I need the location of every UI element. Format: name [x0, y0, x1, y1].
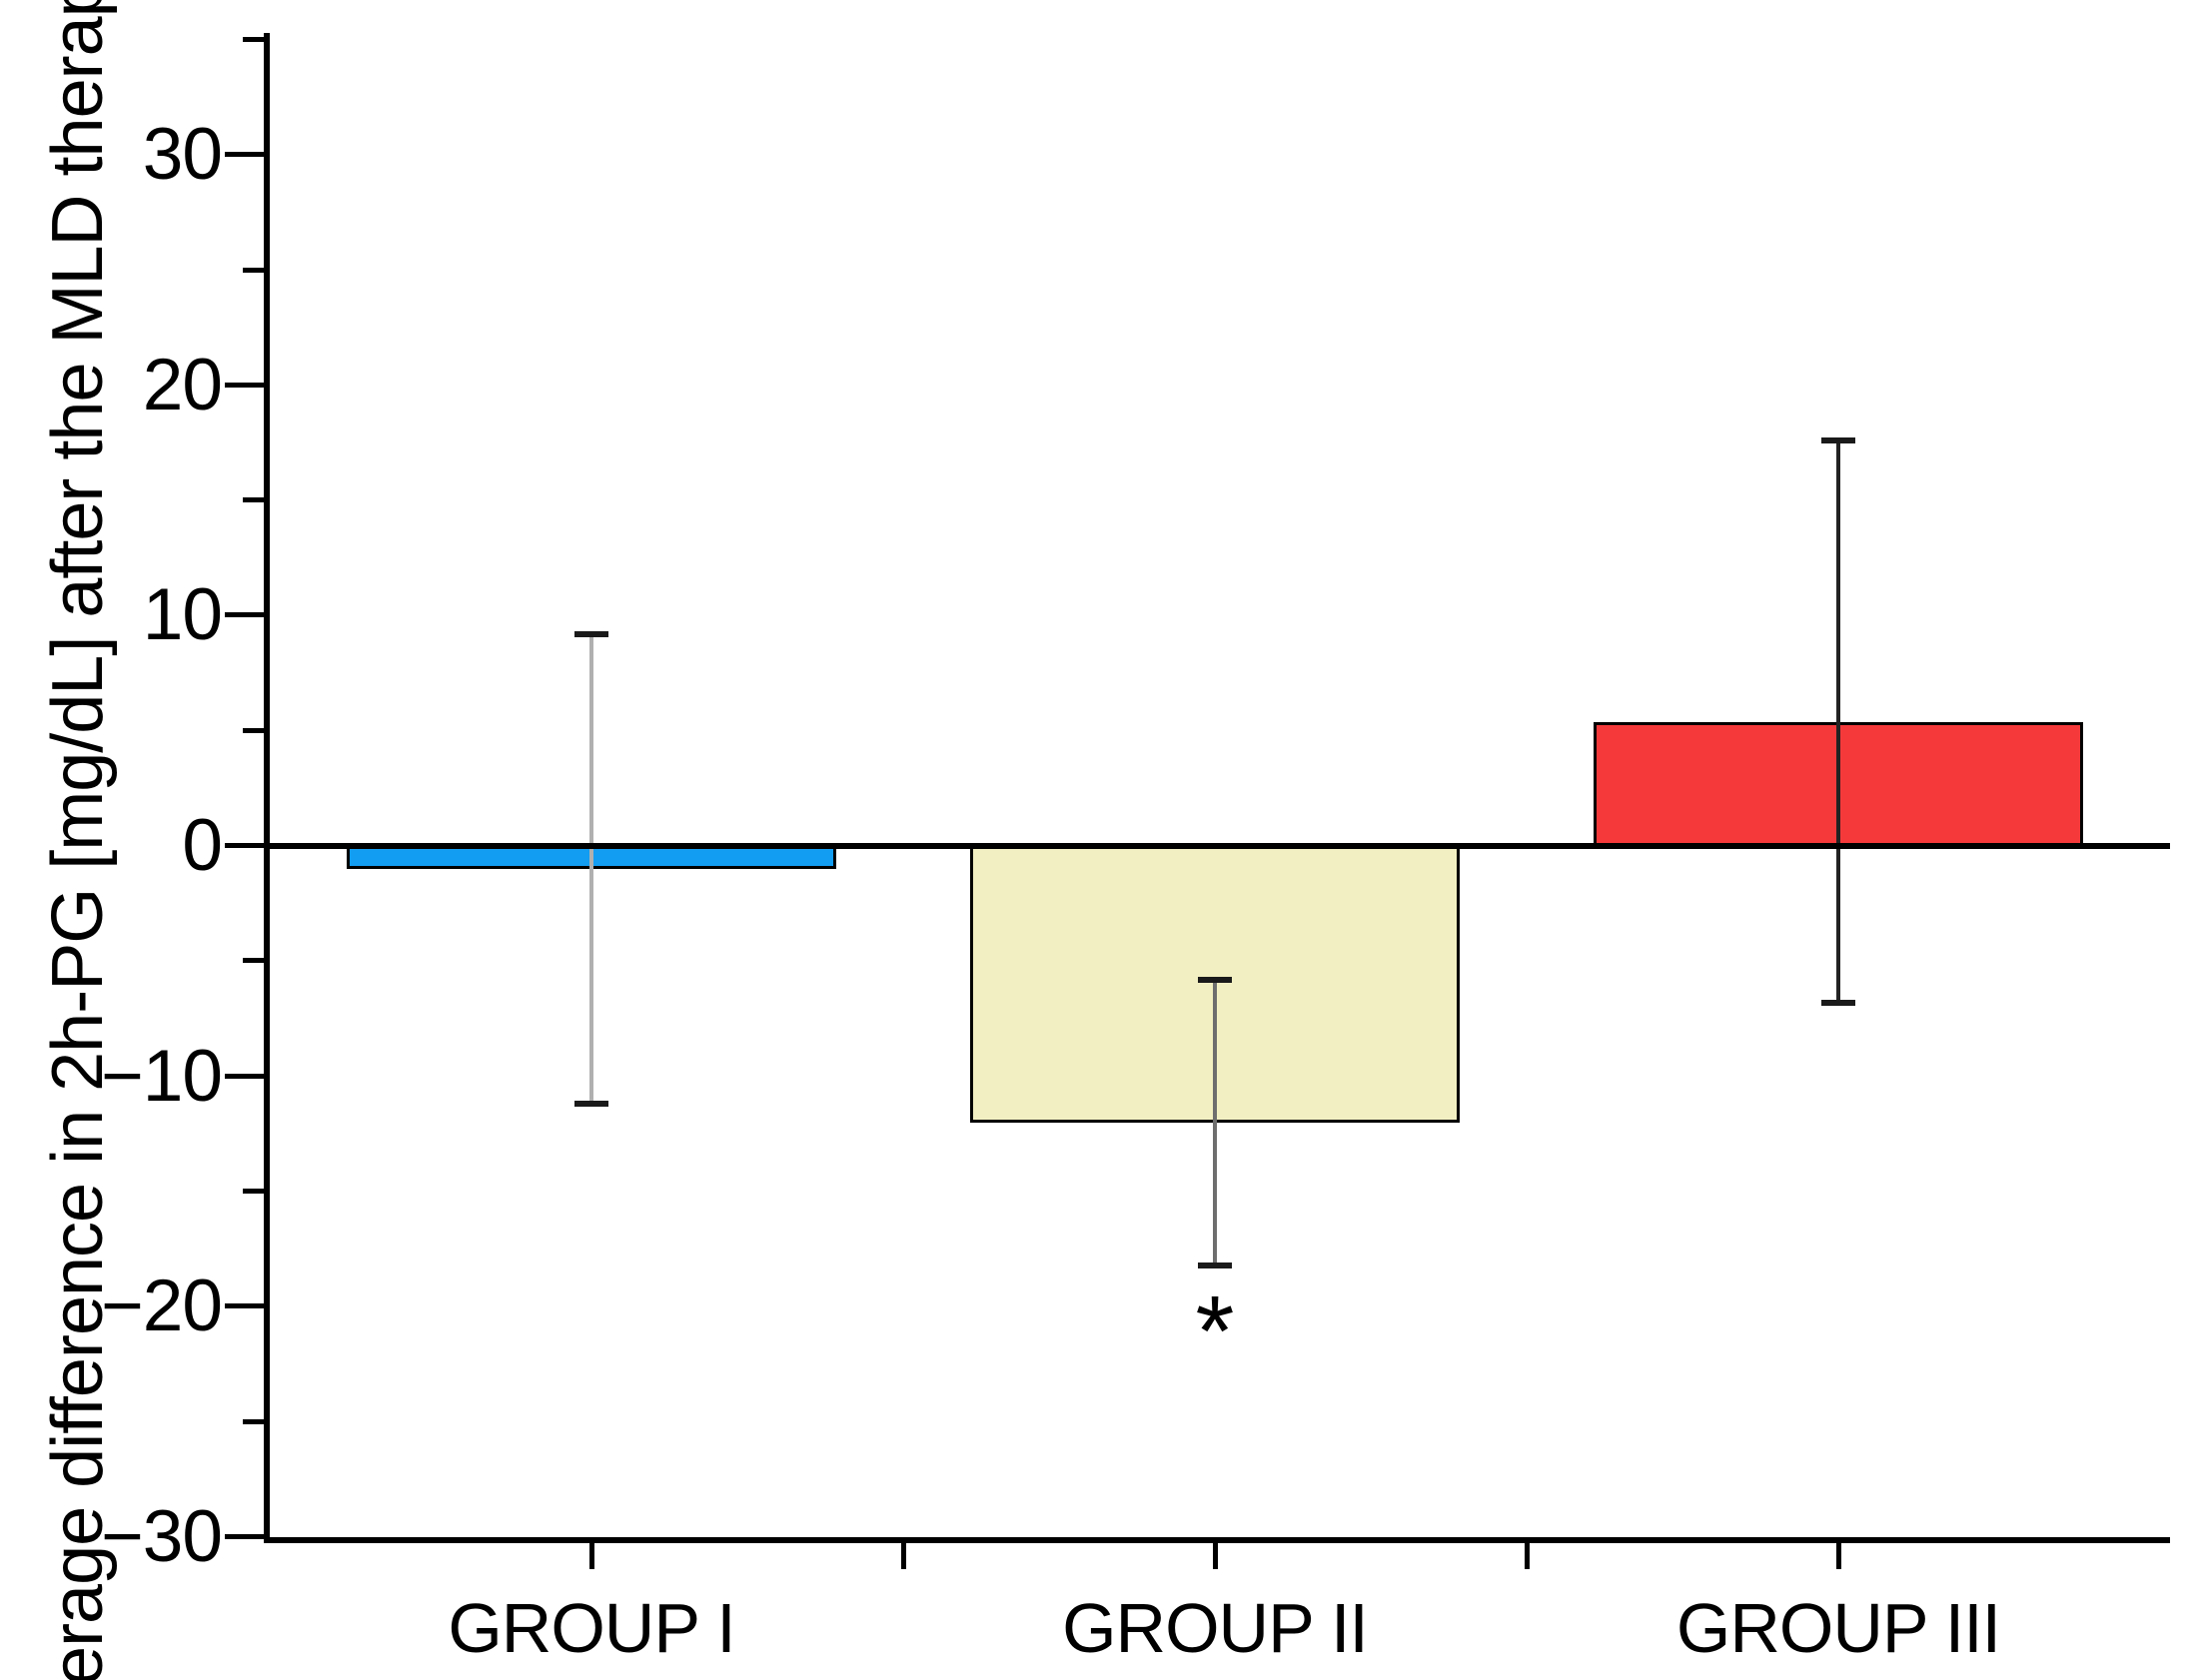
y-tick-label: −20 [101, 1265, 223, 1347]
y-minor-tick [243, 1189, 270, 1195]
y-tick-label: −10 [101, 1035, 223, 1117]
y-major-tick [225, 1534, 270, 1539]
error-bar-cap [574, 630, 608, 637]
error-bar-cap [574, 1101, 608, 1108]
x-tick [589, 1543, 594, 1569]
y-major-tick [225, 1303, 270, 1309]
x-category-label: GROUP III [1675, 1589, 2001, 1667]
x-category-label: GROUP II [1062, 1589, 1369, 1667]
error-bar-cap [1198, 976, 1232, 983]
significance-marker: * [1195, 1274, 1235, 1387]
y-tick-label: 0 [182, 805, 223, 887]
error-bar-line [589, 633, 593, 1105]
x-category-label: GROUP I [448, 1589, 735, 1667]
x-tick [1525, 1543, 1530, 1569]
error-bar-cap [1821, 437, 1855, 444]
y-minor-tick [243, 267, 270, 273]
y-major-tick [225, 152, 270, 158]
error-bar-cap [1821, 999, 1855, 1006]
y-minor-tick [243, 1418, 270, 1424]
y-minor-tick [243, 497, 270, 503]
y-tick-label: 30 [142, 114, 223, 196]
zero-baseline [270, 843, 2170, 849]
x-tick [901, 1543, 906, 1569]
error-bar-cap [1198, 1261, 1232, 1268]
x-tick [1213, 1543, 1218, 1569]
y-tick-label: 10 [142, 574, 223, 656]
x-tick [1836, 1543, 1841, 1569]
y-minor-tick [243, 727, 270, 733]
y-minor-tick [243, 36, 270, 42]
y-minor-tick [243, 958, 270, 964]
y-tick-label: −30 [101, 1496, 223, 1577]
y-major-tick [225, 843, 270, 849]
x-axis-line [264, 1537, 2170, 1543]
y-tick-label: 20 [142, 344, 223, 425]
error-bar-line [1213, 979, 1217, 1265]
y-axis-line [264, 33, 270, 1543]
y-major-tick [225, 382, 270, 388]
error-bar-line [1836, 440, 1840, 1003]
y-major-tick [225, 612, 270, 618]
y-major-tick [225, 1073, 270, 1079]
